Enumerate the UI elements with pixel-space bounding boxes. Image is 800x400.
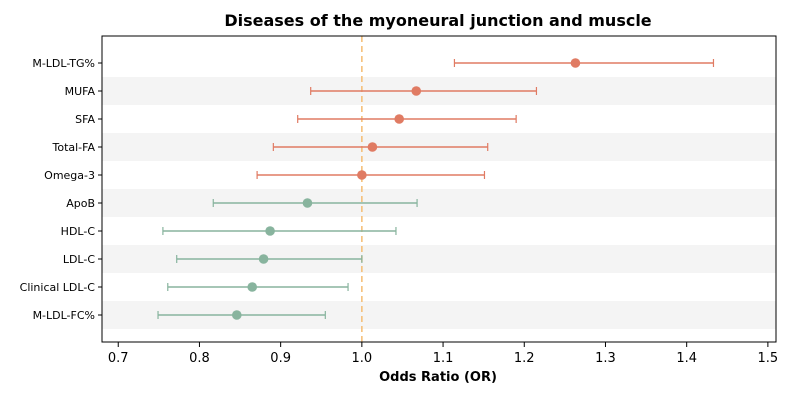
odds-ratio-point [394, 114, 405, 124]
odds-ratio-point [367, 142, 378, 152]
y-tick-label: HDL-C [61, 225, 96, 238]
x-tick-label: 0.8 [189, 351, 210, 366]
forest-row [212, 198, 418, 208]
forest-row [310, 86, 538, 96]
x-tick-label: 1.0 [352, 351, 373, 366]
odds-ratio-point [302, 198, 313, 208]
forest-row [297, 114, 517, 124]
x-tick-label: 1.4 [676, 351, 697, 366]
y-tick-label: Omega-3 [44, 169, 95, 182]
forest-row [162, 226, 397, 236]
odds-ratio-point [265, 226, 275, 236]
row-band [102, 189, 776, 217]
forest-row [272, 142, 489, 152]
odds-ratio-point [570, 58, 581, 68]
forest-row [256, 170, 486, 180]
x-tick-label: 1.1 [433, 351, 454, 366]
x-tick-label: 1.2 [514, 351, 535, 366]
odds-ratio-point [258, 254, 269, 264]
x-tick-label: 1.5 [758, 351, 779, 366]
x-tick-label: 1.3 [595, 351, 616, 366]
y-tick-label: ApoB [66, 197, 95, 210]
x-tick-label: 0.7 [108, 351, 129, 366]
odds-ratio-point [411, 86, 422, 96]
odds-ratio-point [247, 282, 258, 292]
forest-row [167, 282, 349, 292]
forest-row [453, 58, 715, 68]
x-tick-label: 0.9 [270, 351, 291, 366]
y-tick-label: M-LDL-FC% [33, 309, 95, 322]
y-tick-label: MUFA [65, 85, 96, 98]
y-tick-label: LDL-C [63, 253, 96, 266]
chart-title: Diseases of the myoneural junction and m… [224, 11, 651, 30]
plot-layer: M-LDL-TG% MUFA SFA Total-FA Omega-3 ApoB HDL-C… [20, 35, 779, 366]
odds-ratio-point [232, 310, 242, 320]
y-tick-label: Total-FA [51, 141, 95, 154]
y-tick-label: M-LDL-TG% [32, 57, 95, 70]
y-tick-label: Clinical LDL-C [20, 281, 96, 294]
x-axis-label: Odds Ratio (OR) [379, 370, 497, 385]
forest-row [176, 254, 363, 264]
plot-frame [101, 35, 777, 343]
forest-row [157, 310, 326, 320]
y-tick-label: SFA [75, 113, 95, 126]
odds-ratio-point [357, 170, 367, 180]
